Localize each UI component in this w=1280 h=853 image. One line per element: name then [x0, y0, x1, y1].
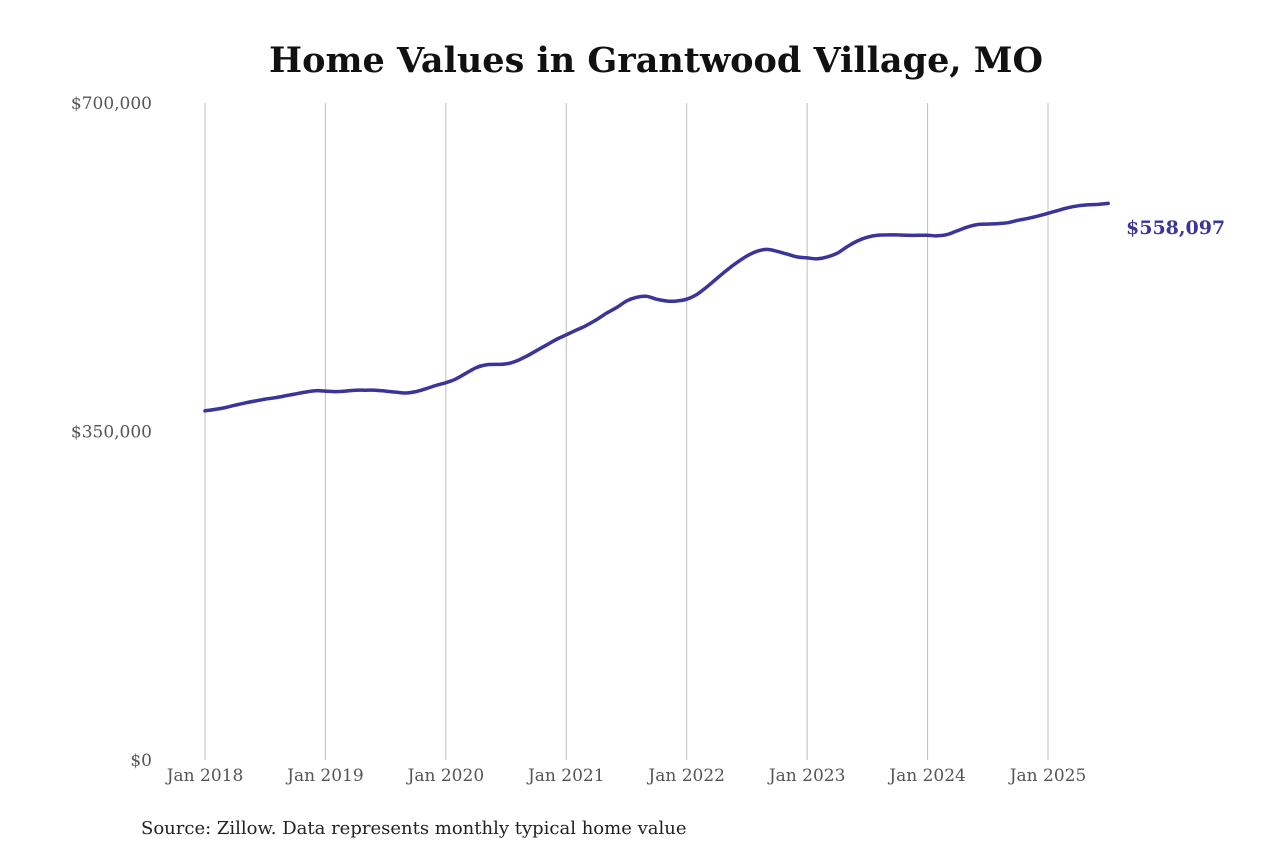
y-tick-label: $350,000: [71, 423, 152, 443]
end-value-label: $558,097: [1126, 217, 1225, 239]
x-tick-label: Jan 2024: [887, 766, 966, 786]
x-tick-label: Jan 2023: [767, 766, 846, 786]
x-tick-label: Jan 2018: [165, 766, 244, 786]
y-tick-label: $0: [130, 751, 152, 771]
source-note: Source: Zillow. Data represents monthly …: [141, 818, 687, 839]
x-tick-label: Jan 2021: [526, 766, 605, 786]
series-line: [203, 201, 1110, 413]
x-tick-label: Jan 2022: [646, 766, 725, 786]
chart-title: Home Values in Grantwood Village, MO: [269, 40, 1043, 81]
x-tick-label: Jan 2019: [285, 766, 364, 786]
tick-layer: Jan 2018 Jan 2019 Jan 2020 Jan 2021 Jan 2022…: [71, 94, 1086, 786]
x-tick-label: Jan 2020: [406, 766, 485, 786]
grid-layer: [204, 103, 1049, 760]
series-layer: [203, 201, 1110, 413]
y-tick-label: $700,000: [71, 94, 152, 114]
x-tick-label: Jan 2025: [1008, 766, 1087, 786]
